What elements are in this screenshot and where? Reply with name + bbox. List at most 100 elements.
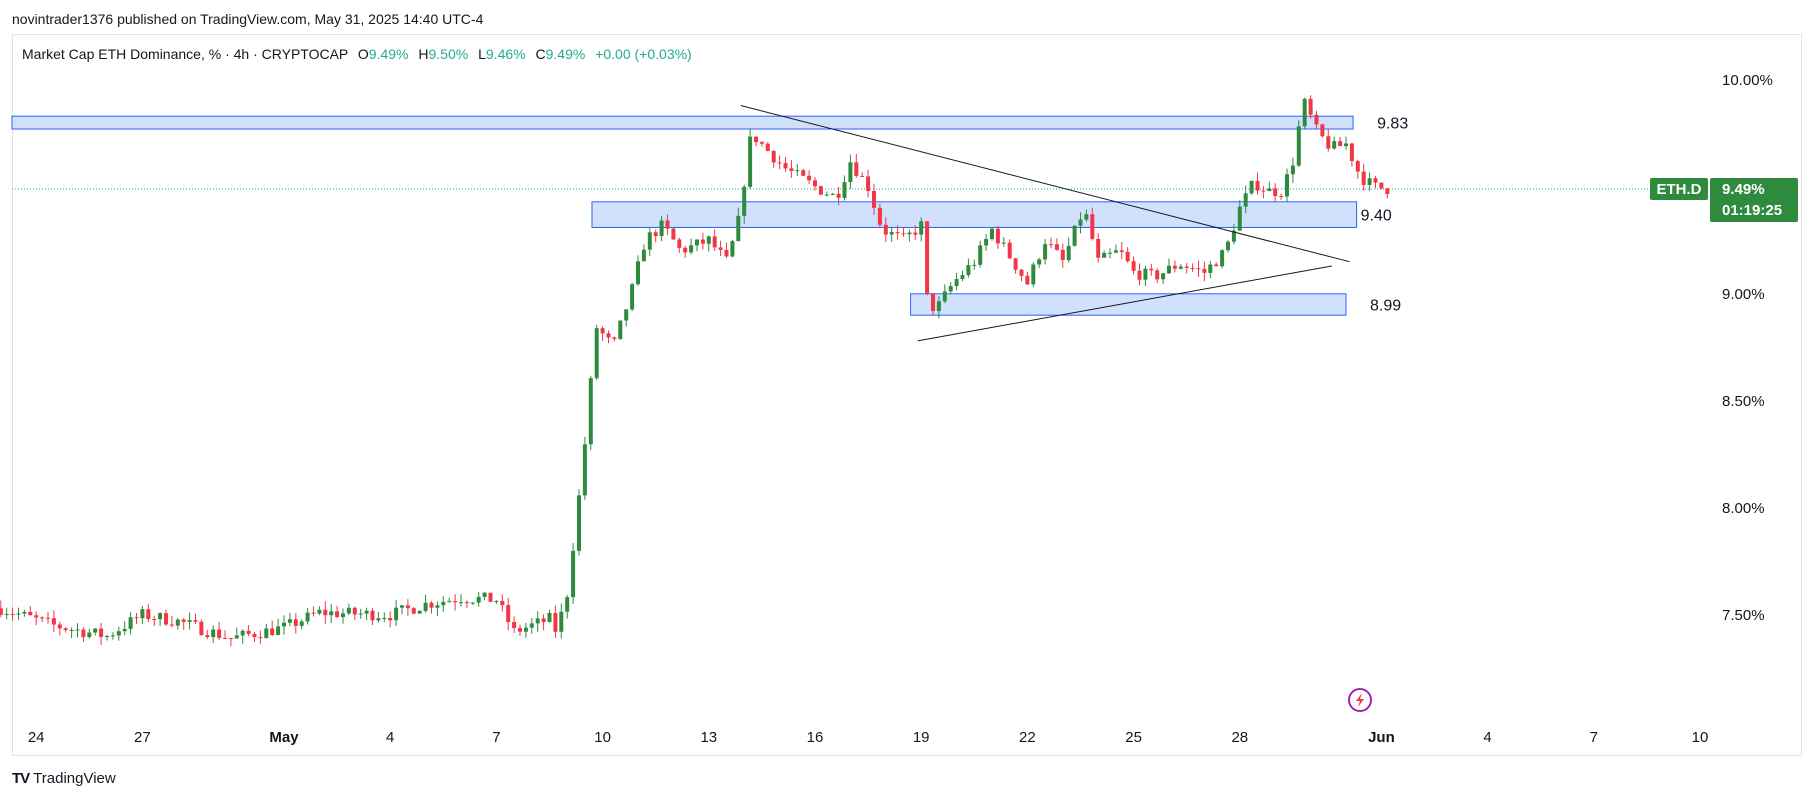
candle-body xyxy=(612,337,617,339)
candle-4 xyxy=(22,609,27,617)
candle-body xyxy=(205,635,210,638)
candle-188 xyxy=(1108,248,1112,259)
candle-30 xyxy=(175,618,180,630)
candle-body xyxy=(736,215,741,242)
candle-body xyxy=(836,193,841,198)
x-tick-label: 7 xyxy=(1590,729,1598,746)
candle-214 xyxy=(1261,186,1266,199)
candle-body xyxy=(1261,190,1266,192)
lightning-icon[interactable] xyxy=(1348,688,1372,712)
candle-196 xyxy=(1155,268,1160,284)
candle-body xyxy=(193,620,198,622)
candle-body xyxy=(1308,98,1313,115)
candle-body xyxy=(1267,188,1272,192)
candle-body xyxy=(954,279,959,287)
candle-body xyxy=(459,602,463,604)
candle-body xyxy=(158,613,163,620)
candle-157 xyxy=(925,220,930,296)
candle-75 xyxy=(441,596,446,612)
candle-50 xyxy=(293,613,298,634)
candle-body xyxy=(1349,143,1354,162)
candle-body xyxy=(700,239,705,244)
x-tick-label: 22 xyxy=(1019,729,1036,746)
candle-body xyxy=(936,301,941,312)
zones-layer: 9.83 9.40 8.99 xyxy=(11,116,1408,316)
price-tag-layer: ETH.D 9.49% 01:19:25 xyxy=(1650,177,1798,222)
brand-name: TradingView xyxy=(33,770,116,787)
candle-body xyxy=(1167,265,1171,274)
candle-70 xyxy=(411,606,416,615)
candle-55 xyxy=(323,601,328,624)
candle-44 xyxy=(258,630,263,645)
candle-body xyxy=(1137,270,1142,280)
tradingview-brand[interactable]: TV TradingView xyxy=(12,770,116,787)
candle-body xyxy=(1237,206,1242,231)
candle-222 xyxy=(1308,95,1313,119)
candle-104 xyxy=(612,336,617,342)
candle-body xyxy=(872,191,876,208)
chart-frame xyxy=(12,34,1802,756)
candle-0 xyxy=(0,600,3,618)
candle-136 xyxy=(801,168,806,177)
candle-body xyxy=(1178,266,1183,269)
candle-215 xyxy=(1267,181,1272,192)
candle-body xyxy=(765,143,770,151)
candle-223 xyxy=(1314,110,1319,130)
candle-body xyxy=(1131,261,1136,271)
candle-body xyxy=(1025,275,1030,285)
candle-body xyxy=(571,550,576,598)
candle-body xyxy=(671,228,676,240)
candle-body xyxy=(1243,193,1248,207)
candle-body xyxy=(405,605,410,609)
candle-78 xyxy=(459,594,463,607)
candle-29 xyxy=(169,615,174,628)
candle-body xyxy=(1320,124,1325,137)
candle-body xyxy=(553,612,558,632)
candle-body xyxy=(636,261,640,285)
candle-117 xyxy=(689,238,694,255)
candle-199 xyxy=(1172,260,1177,273)
candle-177 xyxy=(1043,238,1048,265)
candle-229 xyxy=(1349,142,1354,167)
candle-24 xyxy=(140,605,145,625)
candle-body xyxy=(305,612,310,622)
candle-23 xyxy=(134,612,139,625)
candle-145 xyxy=(854,153,859,178)
candle-106 xyxy=(624,309,629,327)
candle-146 xyxy=(860,172,865,177)
candle-58 xyxy=(341,608,345,624)
candle-body xyxy=(329,611,334,616)
candle-body xyxy=(535,618,540,624)
candle-65 xyxy=(382,612,387,622)
candle-body xyxy=(1344,143,1348,147)
candle-body xyxy=(1143,268,1148,280)
candle-body xyxy=(641,249,646,262)
candle-body xyxy=(341,613,345,618)
candle-body xyxy=(1108,252,1112,254)
candle-31 xyxy=(181,618,186,630)
candle-158 xyxy=(931,293,935,316)
candle-7 xyxy=(40,616,45,623)
candle-124 xyxy=(730,239,735,258)
candle-body xyxy=(1214,264,1219,267)
candle-body xyxy=(960,275,965,280)
candle-182 xyxy=(1072,225,1077,247)
trendline-lower xyxy=(917,265,1332,342)
candle-167 xyxy=(984,234,989,251)
candle-181 xyxy=(1066,237,1071,263)
candle-body xyxy=(500,600,505,606)
candle-body xyxy=(995,228,1000,244)
candle-105 xyxy=(618,320,623,341)
candle-129 xyxy=(759,140,764,147)
candle-body xyxy=(1155,270,1160,280)
candle-28 xyxy=(164,609,168,626)
candle-body xyxy=(582,444,587,496)
candle-122 xyxy=(718,240,723,257)
candle-46 xyxy=(270,620,275,637)
candle-8 xyxy=(46,611,50,624)
candle-111 xyxy=(653,229,658,243)
candle-body xyxy=(824,194,829,196)
candle-body xyxy=(577,495,581,551)
candle-102 xyxy=(600,326,605,342)
